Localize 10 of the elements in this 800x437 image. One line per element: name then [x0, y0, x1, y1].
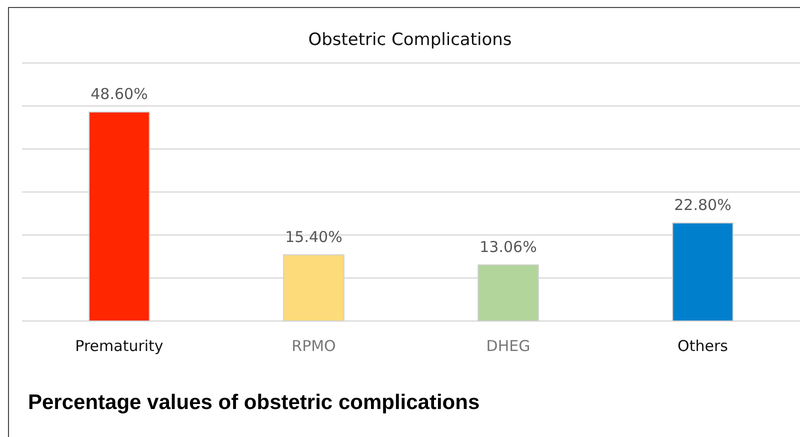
data-label: 13.06% [480, 238, 537, 256]
data-label: 22.80% [674, 196, 732, 214]
chart-title: Obstetric Complications [308, 30, 512, 50]
x-tick-label: RPMO [292, 337, 336, 355]
data-label: 15.40% [285, 228, 342, 246]
x-tick-label: Prematurity [75, 337, 164, 355]
text: Percentage values of obstetric complications [28, 391, 480, 414]
data-label: 48.60% [90, 85, 148, 104]
x-tick-label: DHEG [486, 337, 530, 355]
x-tick-label: Others [678, 337, 728, 355]
